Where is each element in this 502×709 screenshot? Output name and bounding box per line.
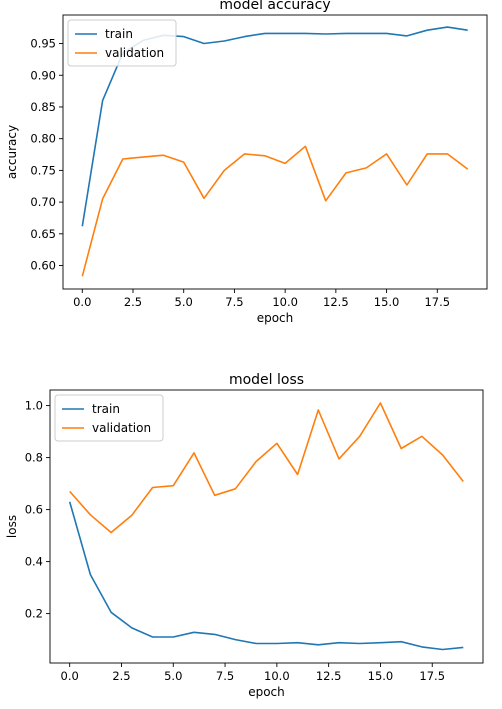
x-tick-label: 10.0 [264,669,290,683]
legend: train validation [67,19,177,67]
chart-accuracy: model accuracy 0.0 2.5 5.0 7.5 10.0 12.5 15.0 17… [5,0,488,325]
y-tick-label: 0.75 [30,163,56,177]
y-tick-label: 0.85 [30,100,56,114]
x-tick-label: 7.5 [216,669,234,683]
legend-label-train: train [92,402,120,416]
x-tick-label: 17.5 [419,669,445,683]
chart-title: model loss [229,372,304,388]
x-tick-label: 5.0 [175,295,193,309]
x-tick-label: 15.0 [374,295,400,309]
x-tick-label: 17.5 [424,295,450,309]
y-tick-label: 0.95 [30,37,56,51]
x-tick-label: 5.0 [164,669,182,683]
plot-frame [62,14,488,290]
series-line-train [68,501,464,651]
x-tick-label: 2.5 [124,295,142,309]
plot-frame [49,389,484,664]
x-axis-label: epoch [248,685,285,699]
y-tick-label: 0.90 [30,68,56,82]
legend-label-validation: validation [92,421,151,435]
x-tick-label: 10.0 [272,295,298,309]
x-axis-label: epoch [257,311,294,325]
x-tick-label: 12.5 [323,295,349,309]
legend-box [54,394,164,442]
y-axis-label: loss [5,515,19,538]
x-tick-label: 2.5 [112,669,130,683]
x-tick-label: 0.0 [73,295,91,309]
x-tick-label: 0.0 [61,669,79,683]
y-tick-label: 0.70 [30,195,56,209]
chart-title: model accuracy [219,0,330,13]
x-tick-label: 12.5 [316,669,342,683]
y-tick-label: 0.60 [30,259,56,273]
x-tick-label: 15.0 [368,669,394,683]
y-tick-label: 0.4 [25,555,43,569]
series-line-validation [81,145,469,277]
y-tick-label: 0.6 [25,503,43,517]
legend-box [67,19,177,67]
x-tick-label: 7.5 [225,295,243,309]
series-line-validation [69,402,464,534]
y-tick-label: 1.0 [25,399,43,413]
chart-loss: model loss 0.0 2.5 5.0 7.5 10.0 12.5 15.0 17.5 0.… [5,372,484,699]
legend: train validation [54,394,164,442]
y-tick-label: 0.80 [30,132,56,146]
legend-label-train: train [105,27,133,41]
y-tick-label: 0.2 [25,607,43,621]
legend-label-validation: validation [105,46,164,60]
y-axis-label: accuracy [5,125,19,179]
y-tick-label: 0.8 [25,451,43,465]
y-tick-label: 0.65 [30,227,56,241]
